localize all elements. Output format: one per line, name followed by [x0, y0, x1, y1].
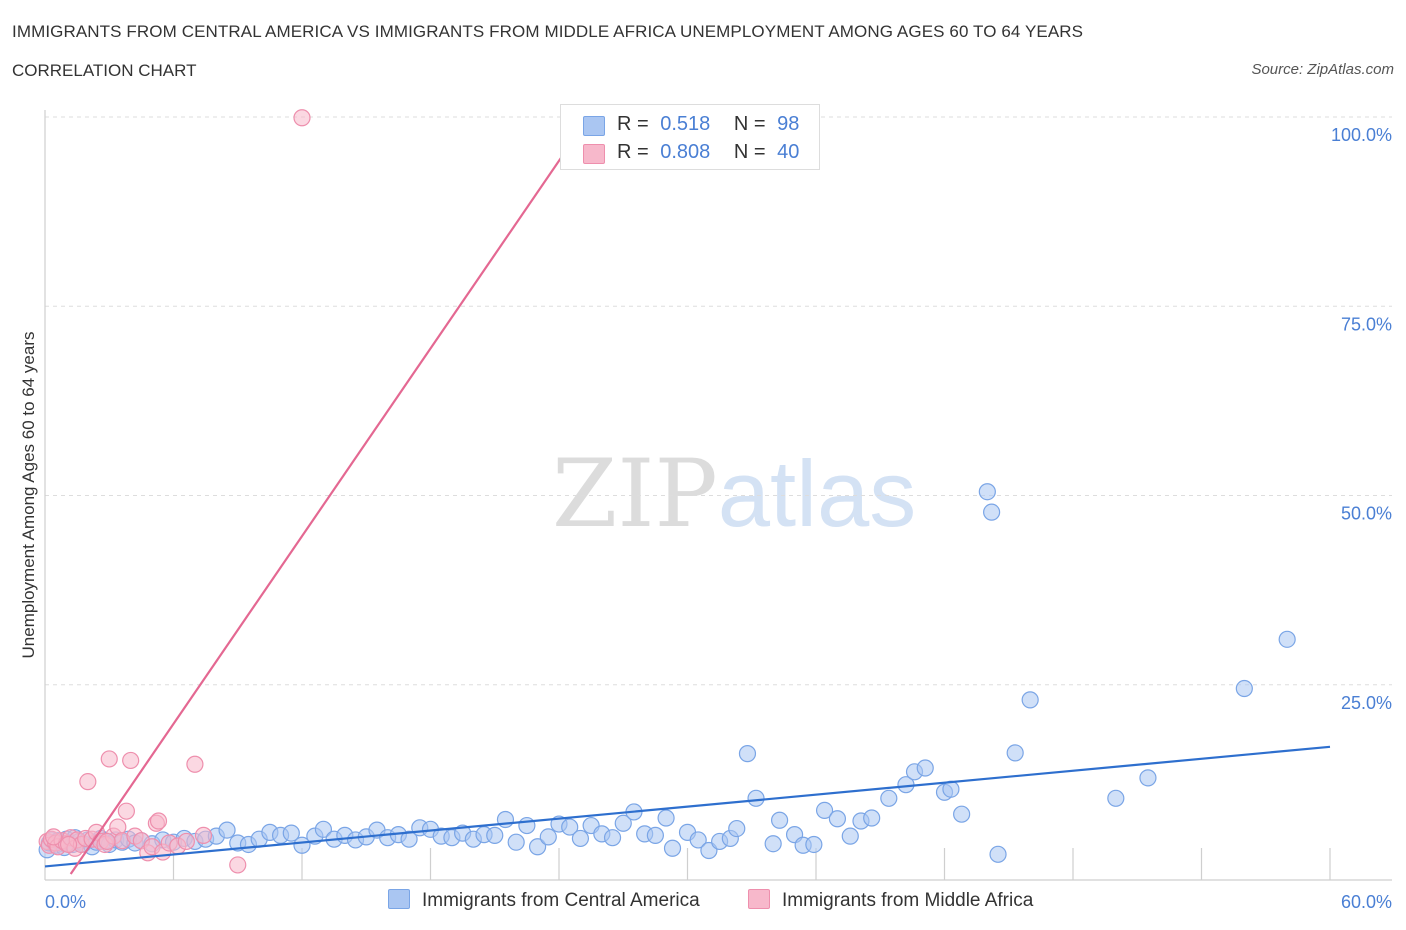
- central-america-point: [689, 831, 707, 849]
- central-america-point: [218, 821, 236, 839]
- central-america-point: [1107, 789, 1125, 807]
- central-america-point: [863, 809, 881, 827]
- central-america-trendline: [44, 745, 1331, 868]
- central-america-point: [282, 824, 300, 842]
- middle-africa-point: [229, 856, 247, 874]
- central-america-point: [953, 805, 971, 823]
- middle-africa-point: [98, 832, 116, 851]
- legend-r-label: R =: [617, 113, 649, 135]
- bottom-legend-swatch-blue: [388, 889, 410, 909]
- chart-subtitle: CORRELATION CHART: [12, 61, 197, 80]
- middle-africa-point: [186, 755, 204, 773]
- legend-n-value: 98: [777, 113, 800, 135]
- middle-africa-point: [100, 750, 118, 768]
- central-america-point: [880, 789, 898, 807]
- legend-n-value: 40: [777, 141, 800, 163]
- central-america-point: [561, 818, 579, 836]
- watermark-atlas: atlas: [717, 441, 917, 546]
- middle-africa-point: [293, 109, 311, 127]
- central-america-point: [770, 811, 789, 829]
- central-america-point: [805, 835, 823, 854]
- bottom-legend-label-central-america: Immigrants from Central America: [422, 890, 700, 911]
- points-layer: [38, 109, 1296, 874]
- legend-n-label: N =: [733, 141, 766, 163]
- central-america-point: [528, 838, 547, 856]
- middle-africa-point: [122, 751, 140, 770]
- x-tick-label: 60.0%: [1341, 892, 1392, 912]
- middle-africa-point: [194, 826, 213, 844]
- legend-n-label: N =: [733, 113, 766, 135]
- central-america-point: [507, 833, 525, 851]
- central-america-point: [657, 809, 675, 827]
- legend-swatch-pink: [583, 144, 605, 164]
- bottom-legend-swatch-pink: [748, 889, 770, 909]
- x-tick-label: 0.0%: [45, 892, 86, 912]
- central-america-point: [747, 789, 765, 807]
- y-tick-label: 25.0%: [1341, 693, 1392, 713]
- central-america-point: [1021, 691, 1039, 709]
- middle-africa-point: [149, 812, 168, 830]
- central-america-point: [983, 503, 1001, 521]
- middle-africa-point: [44, 828, 63, 846]
- central-america-point: [603, 829, 622, 847]
- central-america-point: [1006, 744, 1024, 762]
- middle-africa-trendline: [69, 116, 590, 875]
- legend-r-label: R =: [617, 141, 649, 163]
- central-america-point: [1139, 769, 1157, 787]
- middle-africa-point: [59, 835, 78, 854]
- central-america-point: [738, 745, 757, 763]
- grid-layer: [45, 116, 1392, 686]
- bottom-legend-label-middle-africa: Immigrants from Middle Africa: [782, 890, 1034, 911]
- bottom-legend-central-america: Immigrants from Central America: [388, 889, 700, 912]
- middle-africa-point: [79, 773, 97, 791]
- middle-africa-point: [117, 802, 135, 820]
- central-america-point: [646, 826, 664, 844]
- axis-layer: [44, 110, 1392, 881]
- central-america-point: [841, 827, 859, 845]
- legend-r-value: 0.808: [660, 141, 711, 163]
- central-america-point: [400, 830, 418, 848]
- central-america-point: [539, 828, 557, 846]
- middle-africa-point: [177, 832, 195, 851]
- legend-swatch-blue: [583, 116, 605, 136]
- central-america-point: [916, 759, 934, 777]
- central-america-point: [728, 819, 746, 838]
- y-tick-label: 50.0%: [1341, 504, 1392, 524]
- watermark-zip: ZIP: [552, 440, 718, 549]
- central-america-point: [571, 829, 590, 848]
- chart-title: IMMIGRANTS FROM CENTRAL AMERICA VS IMMIG…: [12, 22, 1084, 41]
- trend-layer: [44, 116, 1331, 875]
- y-tick-label: 100.0%: [1331, 125, 1392, 145]
- central-america-point: [1278, 630, 1296, 648]
- legend-r-value: 0.518: [660, 113, 711, 135]
- label-layer: 100.0% 75.0% 50.0% 25.0% 0.0% 60.0%: [45, 125, 1392, 912]
- bottom-legend-middle-africa: Immigrants from Middle Africa: [748, 889, 1033, 912]
- y-tick-label: 75.0%: [1341, 314, 1392, 334]
- central-america-point: [314, 820, 333, 838]
- source-label: Source: ZipAtlas.com: [1251, 61, 1394, 78]
- central-america-point: [815, 801, 834, 820]
- central-america-point: [989, 845, 1007, 863]
- watermark: ZIPatlas: [552, 440, 916, 549]
- central-america-point: [663, 839, 682, 857]
- y-axis-label: Unemployment Among Ages 60 to 64 years: [19, 332, 38, 659]
- correlation-legend: R = 0.518 N = 98 R = 0.808 N = 40: [560, 104, 820, 170]
- central-america-point: [978, 483, 996, 501]
- central-america-point: [828, 810, 847, 828]
- central-america-point: [486, 826, 504, 844]
- central-america-point: [614, 814, 632, 832]
- central-america-point: [1235, 679, 1253, 698]
- central-america-point: [764, 835, 782, 853]
